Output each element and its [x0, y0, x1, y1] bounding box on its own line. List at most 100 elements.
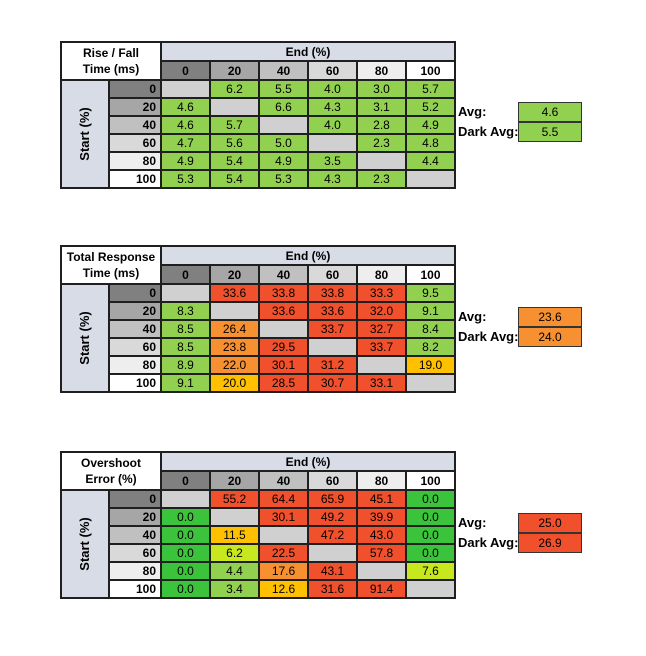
table-row: 60 8.5 23.8 29.5 33.7 8.2 [61, 337, 456, 357]
end-percent-header: End (%) [160, 451, 456, 472]
value-cell [307, 337, 358, 357]
row-header: 60 [108, 133, 162, 153]
value-cell: 5.0 [258, 133, 309, 153]
value-cell: 55.2 [209, 489, 260, 509]
value-cell [405, 579, 456, 599]
value-cell: 4.9 [258, 151, 309, 171]
column-header: 20 [209, 264, 260, 285]
value-cell: 17.6 [258, 561, 309, 581]
value-cell: 3.0 [356, 79, 407, 99]
value-cell [258, 319, 309, 339]
value-cell: 20.0 [209, 373, 260, 393]
value-cell: 6.2 [209, 543, 260, 563]
value-cell [258, 525, 309, 545]
value-cell: 4.9 [160, 151, 211, 171]
value-cell: 33.3 [356, 283, 407, 303]
column-header: 20 [209, 470, 260, 491]
table-title-line-1: Overshoot [80, 456, 141, 470]
value-cell [160, 489, 211, 509]
start-percent-header: Start (%) [60, 79, 110, 189]
value-cell: 5.2 [405, 97, 456, 117]
row-header: 40 [108, 319, 162, 339]
row-header: 80 [108, 151, 162, 171]
value-cell: 3.4 [209, 579, 260, 599]
value-cell [258, 115, 309, 135]
value-cell: 2.8 [356, 115, 407, 135]
column-header: 100 [405, 264, 456, 285]
table-row: 20 4.6 6.6 4.3 3.1 5.2 [61, 97, 456, 117]
value-cell: 45.1 [356, 489, 407, 509]
value-cell: 39.9 [356, 507, 407, 527]
value-cell: 8.5 [160, 319, 211, 339]
value-cell: 33.1 [356, 373, 407, 393]
end-percent-header: End (%) [160, 41, 456, 62]
metric-table: Overshoot Error (%) End (%) 0 20 40 60 80 100 Sta… [60, 451, 456, 599]
value-cell: 32.7 [356, 319, 407, 339]
value-cell: 28.5 [258, 373, 309, 393]
value-cell: 8.9 [160, 355, 211, 375]
avg-value: 4.6 [518, 102, 582, 122]
value-cell [209, 507, 260, 527]
end-percent-header: End (%) [160, 245, 456, 266]
value-cell: 5.4 [209, 151, 260, 171]
row-header: 80 [108, 355, 162, 375]
dark-avg-label: Dark Avg: [458, 124, 519, 139]
table-title-line-2: Time (ms) [82, 266, 140, 280]
table-title-line-2: Error (%) [85, 472, 137, 486]
value-cell: 8.5 [160, 337, 211, 357]
value-cell: 8.2 [405, 337, 456, 357]
column-header: 60 [307, 60, 358, 81]
value-cell: 33.7 [356, 337, 407, 357]
start-percent-label: Start (%) [77, 517, 92, 571]
start-percent-header: Start (%) [60, 489, 110, 599]
value-cell: 0.0 [405, 543, 456, 563]
table-row: 80 8.9 22.0 30.1 31.2 19.0 [61, 355, 456, 375]
value-cell: 30.1 [258, 507, 309, 527]
value-cell: 5.7 [405, 79, 456, 99]
value-cell: 2.3 [356, 169, 407, 189]
value-cell: 0.0 [160, 507, 211, 527]
value-cell: 33.6 [209, 283, 260, 303]
value-cell [405, 169, 456, 189]
metric-table: Rise / Fall Time (ms) End (%) 0 20 40 60 80 100 S… [60, 41, 456, 189]
column-header: 80 [356, 264, 407, 285]
value-cell: 4.7 [160, 133, 211, 153]
table-row: 60 0.0 6.2 22.5 57.8 0.0 [61, 543, 456, 563]
row-header: 0 [108, 489, 162, 509]
value-cell: 9.1 [405, 301, 456, 321]
column-header: 80 [356, 60, 407, 81]
dark-avg-label: Dark Avg: [458, 535, 519, 550]
value-cell: 4.9 [405, 115, 456, 135]
table-row: 40 4.6 5.7 4.0 2.8 4.9 [61, 115, 456, 135]
avg-label: Avg: [458, 104, 487, 119]
row-header: 100 [108, 373, 162, 393]
table-row: 20 8.3 33.6 33.6 32.0 9.1 [61, 301, 456, 321]
value-cell: 31.2 [307, 355, 358, 375]
row-header: 20 [108, 301, 162, 321]
row-header: 60 [108, 543, 162, 563]
value-cell: 4.6 [160, 97, 211, 117]
table-row: 20 0.0 30.1 49.2 39.9 0.0 [61, 507, 456, 527]
table-row: 100 5.3 5.4 5.3 4.3 2.3 [61, 169, 456, 189]
row-header: 20 [108, 507, 162, 527]
column-header: 20 [209, 60, 260, 81]
table-title: Rise / Fall Time (ms) [60, 41, 162, 81]
value-cell: 23.8 [209, 337, 260, 357]
start-percent-label: Start (%) [77, 311, 92, 365]
value-cell: 6.2 [209, 79, 260, 99]
table-title-line-2: Time (ms) [82, 62, 140, 76]
value-cell: 0.0 [405, 489, 456, 509]
value-cell [356, 355, 407, 375]
value-cell: 33.8 [258, 283, 309, 303]
value-cell: 3.1 [356, 97, 407, 117]
value-cell: 33.8 [307, 283, 358, 303]
table-row: Start (%) 0 6.2 5.5 4.0 3.0 5.7 [60, 79, 456, 189]
table-row: 80 4.9 5.4 4.9 3.5 4.4 [61, 151, 456, 171]
row-header: 40 [108, 525, 162, 545]
value-cell: 32.0 [356, 301, 407, 321]
value-cell: 64.4 [258, 489, 309, 509]
value-cell [307, 133, 358, 153]
table-title-line-1: Rise / Fall [82, 46, 140, 60]
value-cell: 3.5 [307, 151, 358, 171]
dark-avg-value: 5.5 [518, 122, 582, 142]
